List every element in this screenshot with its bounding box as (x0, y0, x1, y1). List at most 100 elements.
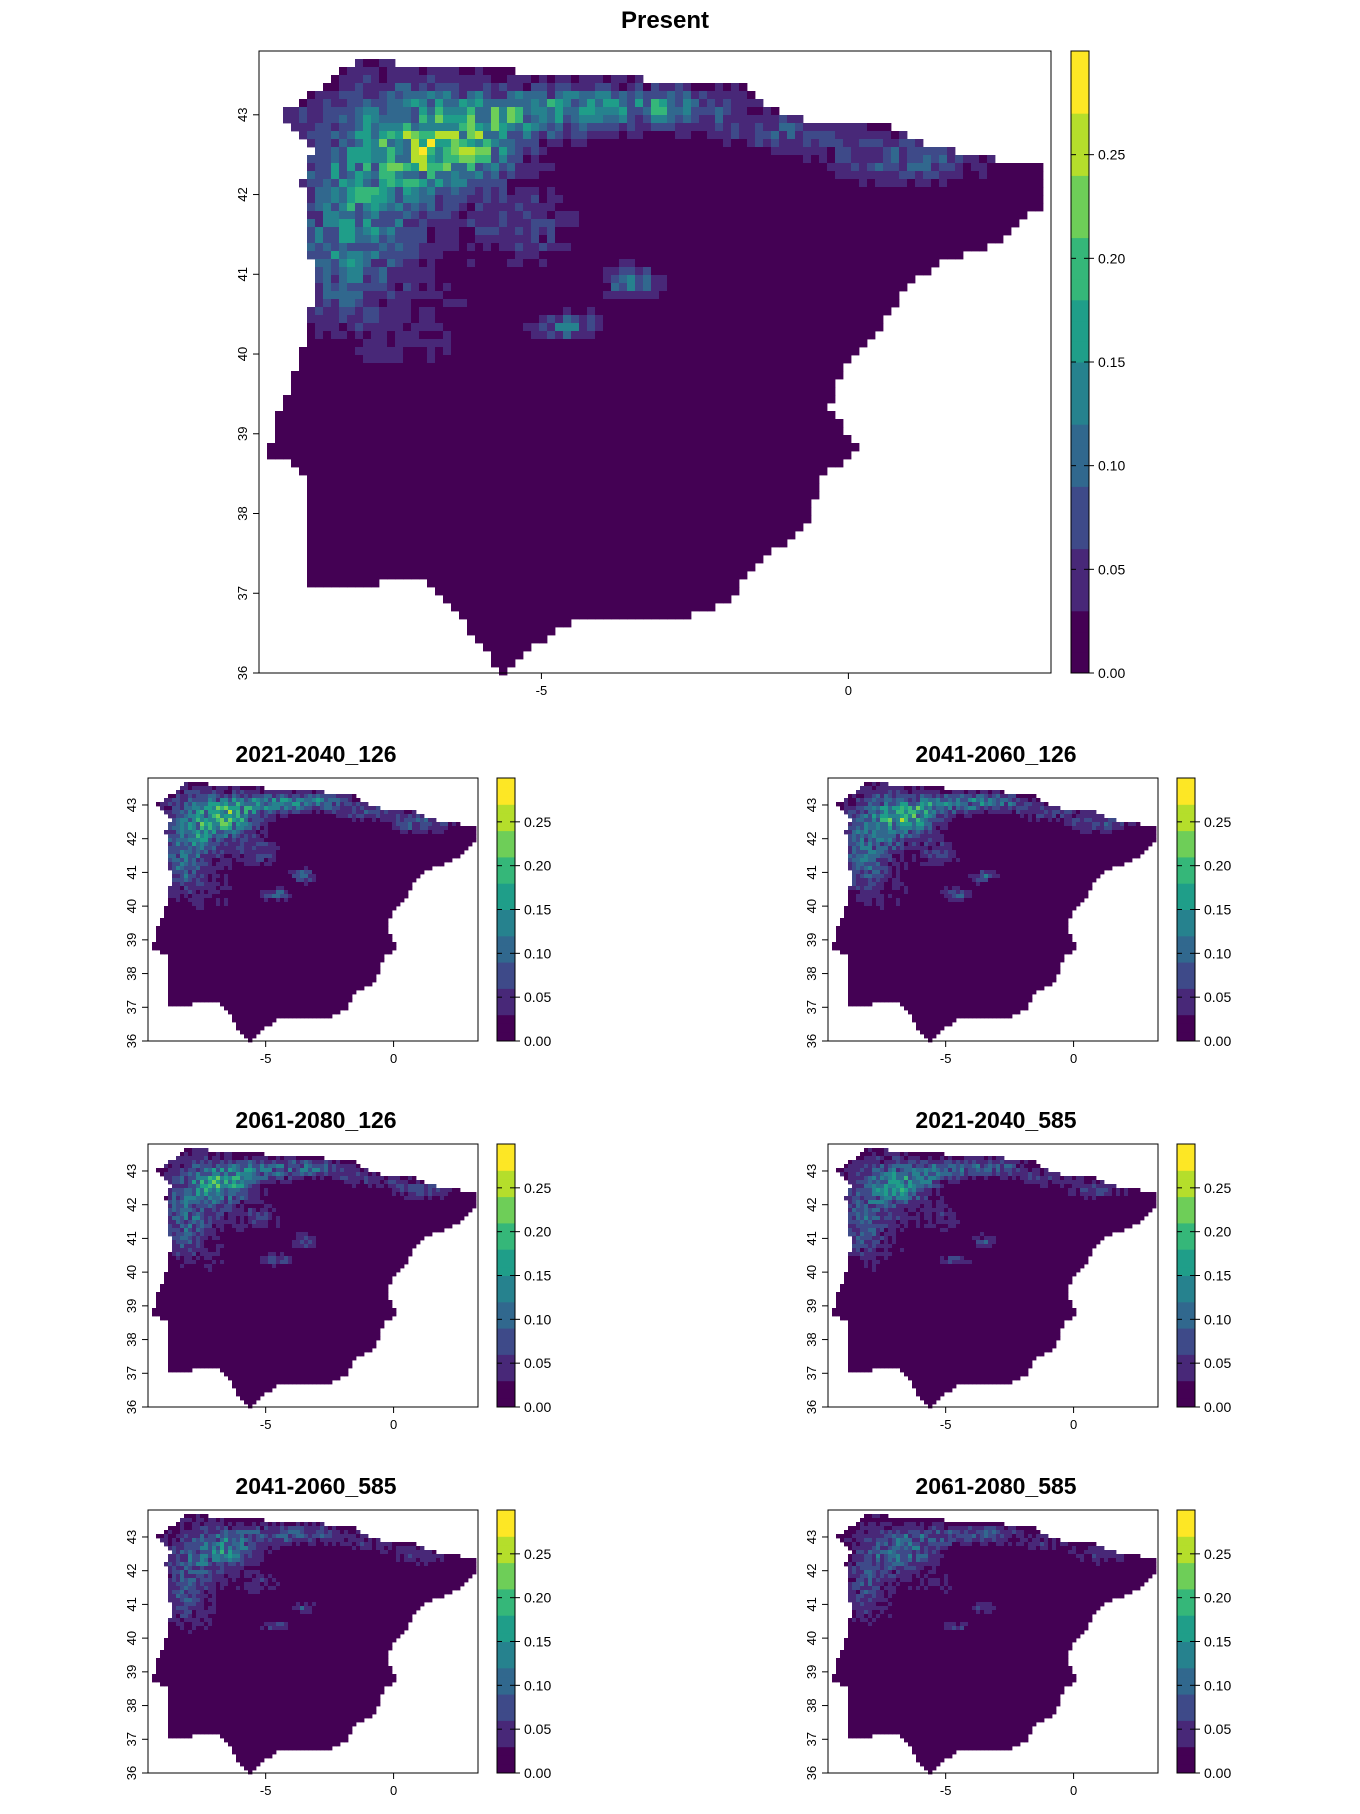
y-tick-label: 39 (124, 1665, 139, 1679)
legend-tick-label: 0.25 (1204, 1546, 1231, 1562)
y-tick-label: 36 (124, 1400, 139, 1414)
legend-tick-label: 0.10 (1204, 1311, 1231, 1327)
y-tick-label: 42 (804, 1563, 819, 1577)
legend-tick-label: 0.25 (1204, 814, 1231, 830)
y-tick-label: 43 (804, 1530, 819, 1544)
legend-tick-label: 0.20 (1204, 858, 1231, 874)
y-tick-label: 43 (804, 798, 819, 812)
y-tick-label: 36 (804, 1400, 819, 1414)
y-tick-label: 41 (804, 1597, 819, 1611)
y-tick-label: 36 (124, 1766, 139, 1780)
legend-colorbar (1070, 50, 1094, 674)
y-tick-label: 39 (804, 1299, 819, 1313)
y-tick-label: 39 (235, 427, 250, 441)
legend-colorbar (1176, 1143, 1200, 1408)
panel-title: 2021-2040_585 (915, 1107, 1076, 1133)
map-frame (147, 777, 479, 1042)
raster-layer (152, 1514, 477, 1775)
map-frame (147, 1143, 479, 1408)
legend-tick-label: 0.10 (524, 1677, 551, 1693)
y-tick-label: 36 (124, 1034, 139, 1048)
legend-tick-label: 0.20 (524, 1590, 551, 1606)
y-tick-label: 38 (804, 1698, 819, 1712)
legend-tick-label: 0.15 (1098, 354, 1125, 370)
map-svg: 2061-2080_126 -5 0 36 37 38 39 40 41 42 43 0.25 0.20… (124, 1107, 551, 1432)
map-panel-2021-2040-585: 2021-2040_585 -5 0 36 37 38 39 40 41 42 43 0.25 0.20… (680, 1102, 1360, 1464)
y-tick-label: 42 (804, 831, 819, 845)
x-tick-label: -5 (940, 1417, 952, 1432)
y-tick-label: 41 (124, 1597, 139, 1611)
y-tick-label: 41 (124, 865, 139, 879)
legend-colorbar (496, 1509, 520, 1774)
x-tick-label: -5 (940, 1051, 952, 1066)
x-tick-label: 0 (390, 1417, 397, 1432)
raster-layer (152, 782, 477, 1043)
legend-tick-label: 0.25 (1098, 147, 1125, 163)
legend-tick-label: 0.20 (1204, 1224, 1231, 1240)
panel-title: Present (621, 7, 709, 34)
map-svg: 2041-2060_585 -5 0 36 37 38 39 40 41 42 43 0.25 0.20… (124, 1473, 551, 1798)
legend-tick-label: 0.15 (524, 1634, 551, 1650)
y-tick-label: 42 (235, 187, 250, 201)
legend-tick-label: 0.15 (524, 902, 551, 918)
map-svg: 2061-2080_585 -5 0 36 37 38 39 40 41 42 43 0.25 0.20… (804, 1473, 1231, 1798)
map-panel-2041-2060-126: 2041-2060_126 -5 0 36 37 38 39 40 41 42 43 0.25 0.20… (680, 736, 1360, 1098)
legend-tick-label: 0.10 (1204, 945, 1231, 961)
legend-tick-label: 0.00 (1204, 1033, 1231, 1049)
y-tick-label: 39 (804, 1665, 819, 1679)
legend-tick-label: 0.00 (1204, 1765, 1231, 1781)
y-tick-label: 37 (804, 1732, 819, 1746)
legend-tick-label: 0.00 (524, 1399, 551, 1415)
y-tick-label: 36 (235, 666, 250, 680)
y-tick-label: 40 (124, 899, 139, 913)
y-tick-label: 41 (804, 1231, 819, 1245)
legend-tick-label: 0.10 (1098, 458, 1125, 474)
y-tick-label: 42 (124, 1563, 139, 1577)
map-frame (827, 777, 1159, 1042)
legend-tick-label: 0.15 (524, 1268, 551, 1284)
y-tick-label: 40 (804, 1265, 819, 1279)
y-tick-label: 38 (804, 1332, 819, 1346)
map-svg: Present -5 0 36 37 38 39 40 41 42 43 0.25 0.20 0.15 0.… (235, 7, 1125, 698)
y-tick-label: 40 (804, 1631, 819, 1645)
y-tick-label: 40 (235, 347, 250, 361)
y-tick-label: 36 (804, 1766, 819, 1780)
map-frame (258, 50, 1052, 674)
raster-layer (832, 782, 1157, 1043)
x-tick-label: 0 (1070, 1783, 1077, 1798)
y-tick-label: 42 (804, 1197, 819, 1211)
x-tick-label: 0 (1070, 1051, 1077, 1066)
legend-tick-label: 0.00 (524, 1033, 551, 1049)
map-panel-2021-2040-126: 2021-2040_126 -5 0 36 37 38 39 40 41 42 43 0.25 0.20… (0, 736, 680, 1098)
raster-layer (832, 1514, 1157, 1775)
legend-tick-label: 0.20 (524, 1224, 551, 1240)
y-tick-label: 41 (804, 865, 819, 879)
y-tick-label: 36 (804, 1034, 819, 1048)
legend-tick-label: 0.10 (524, 1311, 551, 1327)
legend-tick-label: 0.15 (1204, 1268, 1231, 1284)
legend-tick-label: 0.05 (524, 989, 551, 1005)
x-tick-label: 0 (845, 683, 852, 698)
map-panel-2061-2080-126: 2061-2080_126 -5 0 36 37 38 39 40 41 42 43 0.25 0.20… (0, 1102, 680, 1464)
y-tick-label: 38 (124, 966, 139, 980)
map-panel-present: Present -5 0 36 37 38 39 40 41 42 43 0.25 0.20 0.15 0.… (0, 0, 1360, 710)
y-tick-label: 39 (124, 933, 139, 947)
panel-title: 2021-2040_126 (235, 741, 396, 767)
y-tick-label: 37 (804, 1000, 819, 1014)
legend-tick-label: 0.15 (1204, 902, 1231, 918)
map-frame (827, 1143, 1159, 1408)
legend-tick-label: 0.25 (524, 1546, 551, 1562)
map-svg: 2041-2060_126 -5 0 36 37 38 39 40 41 42 43 0.25 0.20… (804, 741, 1231, 1066)
y-tick-label: 41 (235, 267, 250, 281)
y-tick-label: 38 (124, 1332, 139, 1346)
y-tick-label: 42 (124, 1197, 139, 1211)
legend-tick-label: 0.25 (524, 1180, 551, 1196)
legend-tick-label: 0.10 (524, 945, 551, 961)
panel-title: 2061-2080_585 (915, 1473, 1076, 1499)
map-panel-2041-2060-585: 2041-2060_585 -5 0 36 37 38 39 40 41 42 43 0.25 0.20… (0, 1468, 680, 1814)
legend-tick-label: 0.20 (1098, 250, 1125, 266)
raster-layer (152, 1148, 477, 1409)
legend-tick-label: 0.25 (524, 814, 551, 830)
legend-tick-label: 0.00 (1098, 665, 1125, 681)
legend-tick-label: 0.05 (1098, 561, 1125, 577)
